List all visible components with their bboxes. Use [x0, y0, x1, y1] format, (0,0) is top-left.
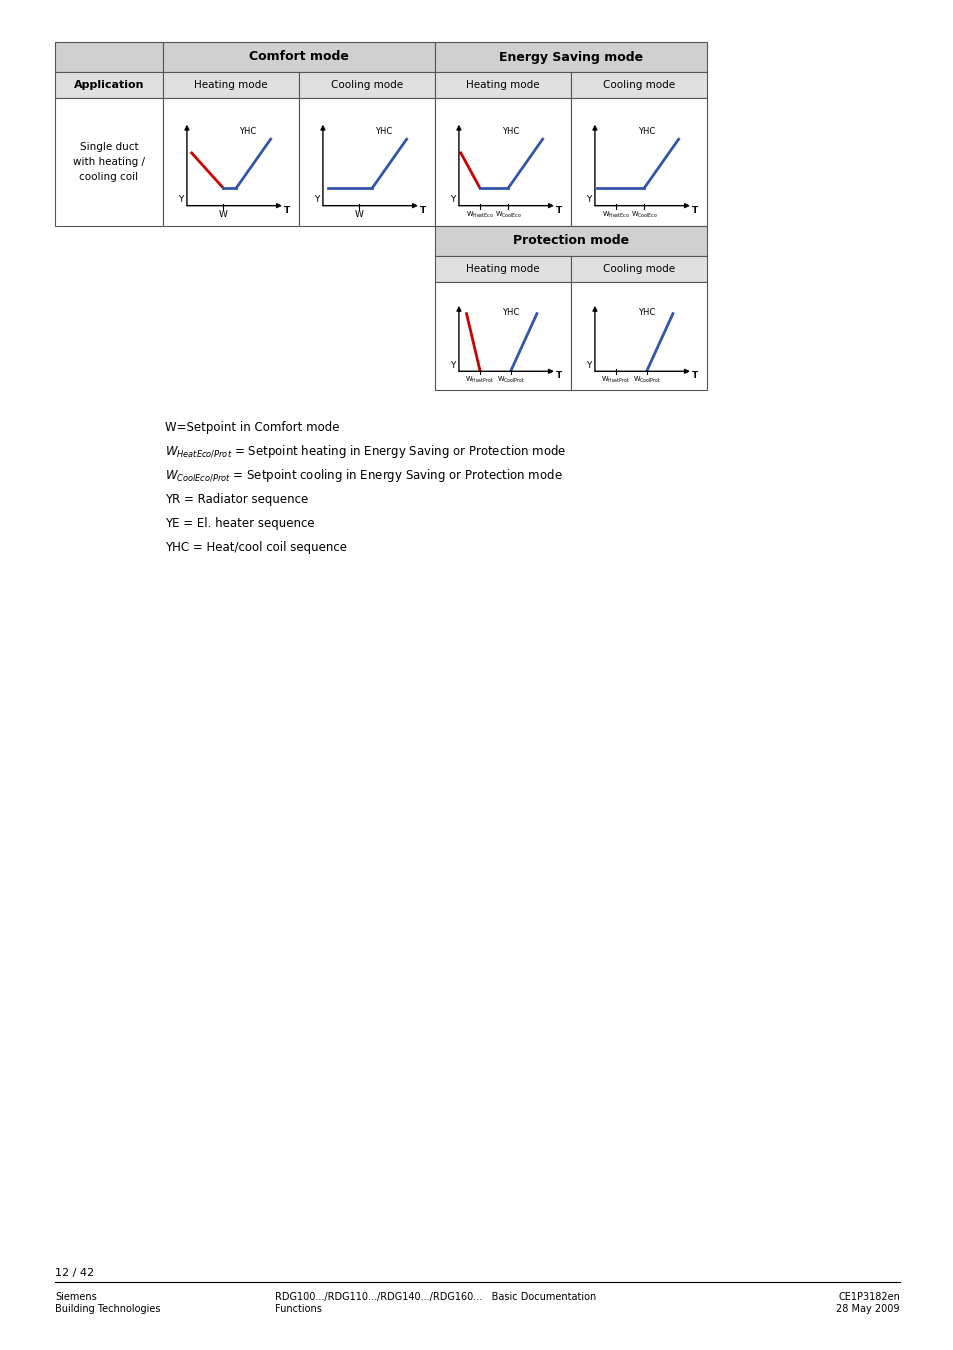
Text: Y: Y — [314, 194, 319, 204]
Text: Cooling mode: Cooling mode — [602, 80, 675, 90]
Text: Heating mode: Heating mode — [194, 80, 268, 90]
Text: Y: Y — [586, 360, 591, 370]
Bar — [435, 99, 571, 225]
Bar — [571, 256, 706, 282]
Text: 12 / 42: 12 / 42 — [55, 1268, 94, 1278]
Text: $\mathsf{W_{HeatProt}}$: $\mathsf{W_{HeatProt}}$ — [600, 375, 630, 386]
Text: YE = El. heater sequence: YE = El. heater sequence — [165, 517, 314, 531]
Text: Siemens
Building Technologies: Siemens Building Technologies — [55, 1292, 160, 1314]
Text: Y: Y — [178, 194, 184, 204]
Text: YHC: YHC — [501, 308, 518, 317]
Bar — [435, 225, 706, 256]
Text: Heating mode: Heating mode — [466, 80, 539, 90]
Text: YHC: YHC — [637, 127, 655, 136]
Text: T: T — [284, 205, 290, 215]
Text: W: W — [218, 209, 227, 219]
Text: $\mathsf{W_{CoolProt}}$: $\mathsf{W_{CoolProt}}$ — [633, 375, 660, 386]
Bar — [55, 42, 163, 72]
Text: W=Setpoint in Comfort mode: W=Setpoint in Comfort mode — [165, 421, 339, 435]
Text: $\mathsf{W_{CoolProt}}$: $\mathsf{W_{CoolProt}}$ — [497, 375, 525, 386]
Text: W: W — [355, 209, 363, 219]
Text: YHC: YHC — [375, 127, 392, 136]
Text: Protection mode: Protection mode — [513, 235, 628, 247]
Text: CE1P3182en
28 May 2009: CE1P3182en 28 May 2009 — [836, 1292, 899, 1314]
Text: Cooling mode: Cooling mode — [602, 265, 675, 274]
Bar — [571, 99, 706, 225]
Text: Comfort mode: Comfort mode — [249, 50, 349, 63]
Text: Energy Saving mode: Energy Saving mode — [498, 50, 642, 63]
Text: YHC = Heat/cool coil sequence: YHC = Heat/cool coil sequence — [165, 541, 347, 555]
Bar — [55, 99, 163, 225]
Text: T: T — [556, 371, 561, 381]
Bar — [435, 256, 571, 282]
Text: $W_{HeatEco/Prot}$ = Setpoint heating in Energy Saving or Protection mode: $W_{HeatEco/Prot}$ = Setpoint heating in… — [165, 444, 566, 460]
Text: T: T — [691, 371, 698, 381]
Text: YHC: YHC — [239, 127, 256, 136]
Bar — [435, 72, 571, 99]
Text: T: T — [691, 205, 698, 215]
Bar — [298, 72, 435, 99]
Text: $\mathsf{W_{CoolEco}}$: $\mathsf{W_{CoolEco}}$ — [630, 209, 658, 220]
Bar — [435, 42, 706, 72]
Text: YHC: YHC — [637, 308, 655, 317]
Text: T: T — [419, 205, 426, 215]
Text: Y: Y — [450, 360, 456, 370]
Text: Single duct
with heating /
cooling coil: Single duct with heating / cooling coil — [73, 142, 145, 182]
Text: YHC: YHC — [501, 127, 518, 136]
Bar — [571, 282, 706, 390]
Bar — [163, 99, 298, 225]
Text: Application: Application — [73, 80, 144, 90]
Text: $\mathsf{W_{HeatEco}}$: $\mathsf{W_{HeatEco}}$ — [465, 209, 493, 220]
Text: Heating mode: Heating mode — [466, 265, 539, 274]
Bar — [163, 72, 298, 99]
Text: Cooling mode: Cooling mode — [331, 80, 402, 90]
Text: T: T — [556, 205, 561, 215]
Text: $W_{CoolEco/Prot}$ = Setpoint cooling in Energy Saving or Protection mode: $W_{CoolEco/Prot}$ = Setpoint cooling in… — [165, 467, 562, 485]
Bar — [298, 99, 435, 225]
Text: $\mathsf{W_{HeatEco}}$: $\mathsf{W_{HeatEco}}$ — [601, 209, 629, 220]
Text: $\mathsf{W_{HeatProt}}$: $\mathsf{W_{HeatProt}}$ — [465, 375, 494, 386]
Text: $\mathsf{W_{CoolEco}}$: $\mathsf{W_{CoolEco}}$ — [495, 209, 521, 220]
Text: Y: Y — [450, 194, 456, 204]
Text: Y: Y — [586, 194, 591, 204]
Bar — [435, 282, 571, 390]
Bar — [571, 72, 706, 99]
Bar — [163, 42, 435, 72]
Text: RDG100.../RDG110.../RDG140.../RDG160...   Basic Documentation
Functions: RDG100.../RDG110.../RDG140.../RDG160... … — [274, 1292, 596, 1314]
Bar — [55, 72, 163, 99]
Text: YR = Radiator sequence: YR = Radiator sequence — [165, 494, 308, 506]
